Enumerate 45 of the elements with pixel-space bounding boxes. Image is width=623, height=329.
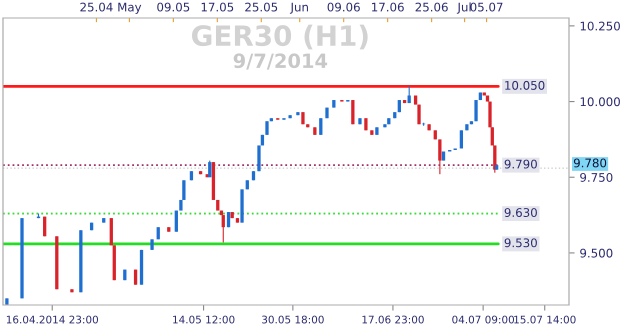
ref-line-label: 9.780	[574, 158, 606, 168]
candlestick	[408, 86, 411, 104]
x-tick-label: 30.05 18:00	[262, 316, 324, 324]
x2-tick-label: Jul	[456, 2, 471, 14]
x2-tick-label: 17.06	[372, 2, 404, 12]
ref-line-label: 10.050	[505, 80, 544, 90]
candlestick	[301, 112, 305, 125]
x2-tick-label: 09.06	[328, 2, 360, 12]
x2-tick-label: 25.06	[416, 2, 448, 12]
candlestick	[156, 226, 160, 240]
candlestick	[438, 138, 442, 175]
y-tick-label: 10.250	[580, 22, 620, 31]
x-tick-label: 15.07 14:00	[514, 316, 576, 324]
candlestick	[43, 216, 46, 237]
candlestick	[252, 170, 256, 181]
x2-tick-label: 25.05	[245, 2, 278, 12]
candlestick	[265, 120, 269, 136]
y-tick-label: 9.750	[580, 172, 612, 182]
candlestick	[364, 118, 368, 131]
candlestick	[474, 99, 478, 122]
candlestick	[208, 160, 212, 178]
candlestick	[398, 99, 401, 113]
x-tick-label: 14.05 12:00	[173, 316, 234, 324]
x2-tick-label: 05.07	[470, 2, 502, 12]
candlestick	[226, 212, 230, 228]
candlestick	[460, 130, 464, 150]
y-tick-label: 10.000	[580, 97, 620, 106]
x2-tick-label: 25.04	[80, 2, 113, 12]
candlestick	[190, 170, 194, 181]
x2-tick-label: May	[118, 2, 142, 14]
ref-line-label: 9.630	[504, 208, 537, 217]
x-tick-label: 04.07 09:00	[452, 316, 514, 324]
ref-line-label: 9.530	[504, 238, 537, 248]
candlestick	[417, 104, 421, 125]
x-tick-label: 16.04.2014 23:00	[6, 316, 98, 324]
x-tick-label: 17.06 23:00	[362, 316, 424, 324]
candlestick	[319, 118, 322, 136]
candlestick	[222, 214, 225, 243]
x2-tick-label: 09.05	[157, 2, 190, 12]
candlestick	[174, 210, 178, 232]
x2-tick-label: 17.05	[202, 2, 234, 12]
ref-line-label: 9.790	[504, 160, 537, 169]
x2-tick-label: Jun	[290, 2, 308, 14]
candlestick	[134, 269, 138, 286]
y-tick-label: 9.500	[580, 248, 612, 258]
